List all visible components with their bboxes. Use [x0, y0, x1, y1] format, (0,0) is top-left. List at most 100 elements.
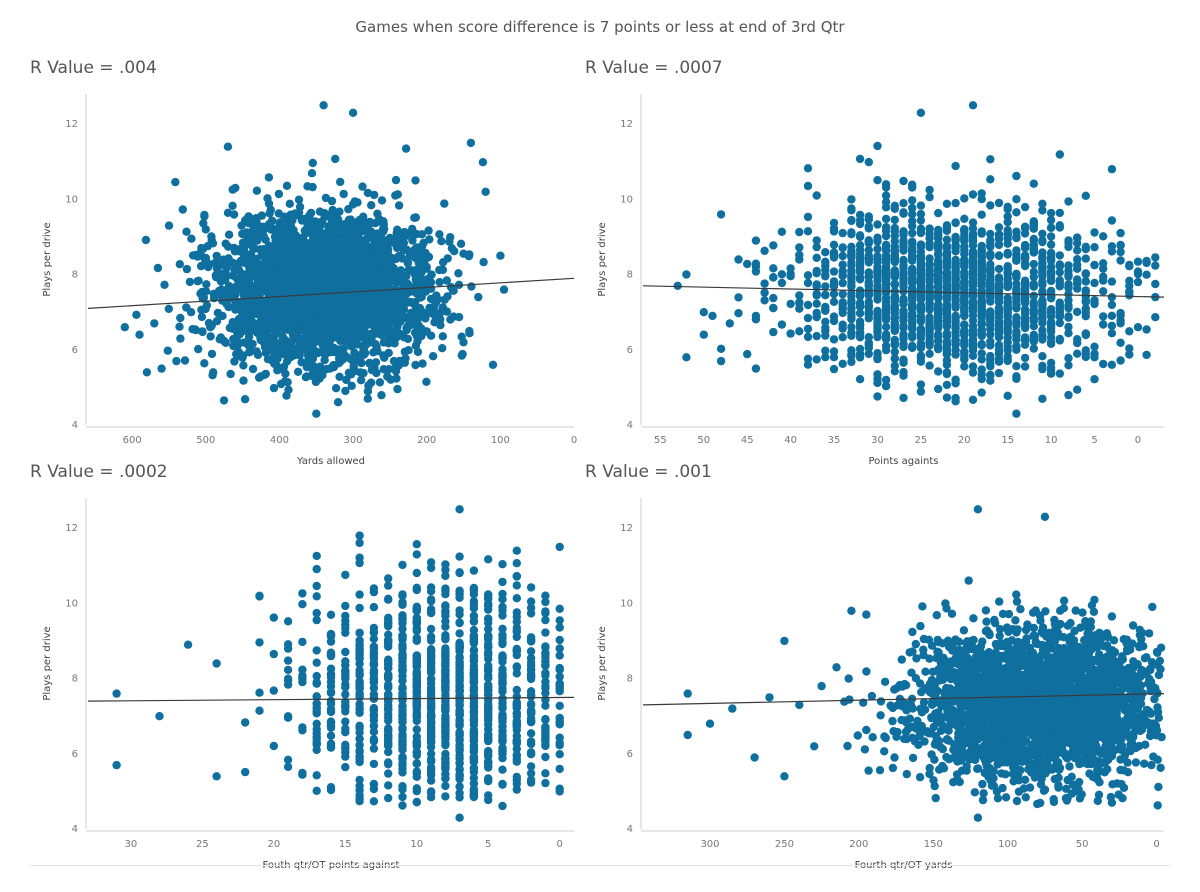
- data-point: [238, 351, 248, 360]
- data-point: [430, 318, 439, 327]
- data-point: [803, 278, 813, 288]
- data-point: [296, 334, 305, 344]
- data-point: [1107, 329, 1117, 338]
- data-point: [734, 309, 743, 318]
- data-point: [1038, 206, 1047, 215]
- data-point: [881, 283, 891, 292]
- data-point: [293, 326, 303, 335]
- data-point: [285, 338, 294, 347]
- x-tick-label: 10: [1045, 435, 1058, 446]
- data-point: [1099, 232, 1108, 241]
- data-point: [302, 346, 311, 356]
- data-point: [812, 266, 821, 276]
- data-point: [1012, 195, 1021, 204]
- data-point: [241, 326, 251, 335]
- data-point: [977, 279, 986, 288]
- data-point: [359, 368, 368, 378]
- data-point: [355, 354, 365, 363]
- data-point: [821, 306, 830, 315]
- data-point: [1099, 276, 1108, 285]
- data-point: [977, 194, 986, 204]
- data-point: [934, 384, 943, 394]
- data-point: [986, 371, 995, 380]
- x-tick-label: 0: [1135, 435, 1141, 446]
- data-point: [890, 242, 899, 251]
- data-point: [348, 308, 358, 317]
- data-point: [312, 786, 321, 795]
- data-point: [391, 240, 400, 249]
- data-point: [951, 218, 960, 228]
- data-point: [435, 278, 444, 287]
- data-point: [1020, 229, 1030, 238]
- data-point: [960, 268, 969, 277]
- data-point: [283, 617, 293, 626]
- data-point: [465, 326, 474, 336]
- data-point: [286, 220, 295, 229]
- data-point: [424, 226, 433, 235]
- data-point: [427, 270, 436, 279]
- data-point: [467, 282, 476, 291]
- data-point: [934, 310, 943, 319]
- data-point: [838, 266, 847, 275]
- data-point: [248, 264, 257, 273]
- data-point: [968, 298, 978, 307]
- data-point: [273, 242, 283, 252]
- data-point: [351, 234, 360, 243]
- data-point: [812, 253, 821, 262]
- data-point: [313, 298, 323, 307]
- data-point: [1090, 243, 1099, 252]
- data-point: [202, 280, 211, 289]
- data-point: [934, 330, 943, 339]
- data-point: [803, 324, 813, 334]
- data-point: [364, 338, 373, 347]
- data-point: [312, 671, 321, 681]
- data-point: [459, 249, 468, 258]
- data-point: [253, 309, 262, 319]
- data-point: [414, 258, 423, 267]
- data-point: [1064, 271, 1073, 280]
- data-point: [864, 253, 873, 263]
- data-point: [890, 269, 899, 278]
- data-point: [1020, 291, 1030, 300]
- data-point: [812, 242, 821, 252]
- data-point: [916, 242, 926, 251]
- data-point: [1142, 350, 1151, 360]
- data-point: [352, 326, 362, 335]
- data-point: [364, 381, 373, 390]
- data-point: [293, 367, 303, 376]
- data-point: [413, 307, 422, 316]
- data-point: [367, 266, 377, 275]
- data-point: [426, 331, 436, 340]
- data-point: [838, 359, 847, 368]
- data-point: [1099, 359, 1108, 369]
- data-point: [777, 227, 787, 236]
- data-point: [847, 289, 856, 298]
- x-tick-label: 30: [125, 839, 138, 850]
- data-point: [994, 284, 1004, 294]
- data-point: [443, 292, 452, 301]
- data-point: [881, 203, 891, 212]
- data-point: [968, 237, 978, 246]
- data-point: [353, 198, 362, 207]
- data-point: [231, 183, 240, 193]
- data-point: [373, 209, 382, 218]
- data-point: [371, 358, 381, 367]
- data-point: [1133, 267, 1143, 276]
- data-point: [994, 275, 1004, 285]
- data-point: [951, 350, 960, 359]
- data-point: [1081, 244, 1090, 254]
- y-tick-label: 4: [72, 824, 78, 835]
- data-point: [873, 378, 882, 388]
- data-point: [187, 234, 196, 243]
- data-point: [226, 369, 235, 379]
- data-point: [855, 260, 865, 270]
- data-point: [864, 290, 873, 299]
- data-point: [355, 308, 365, 317]
- data-point: [310, 313, 319, 322]
- data-point: [899, 176, 908, 186]
- data-point: [760, 296, 769, 305]
- data-point: [283, 305, 292, 314]
- data-point: [803, 332, 813, 342]
- data-point: [968, 346, 978, 355]
- data-point: [325, 337, 334, 347]
